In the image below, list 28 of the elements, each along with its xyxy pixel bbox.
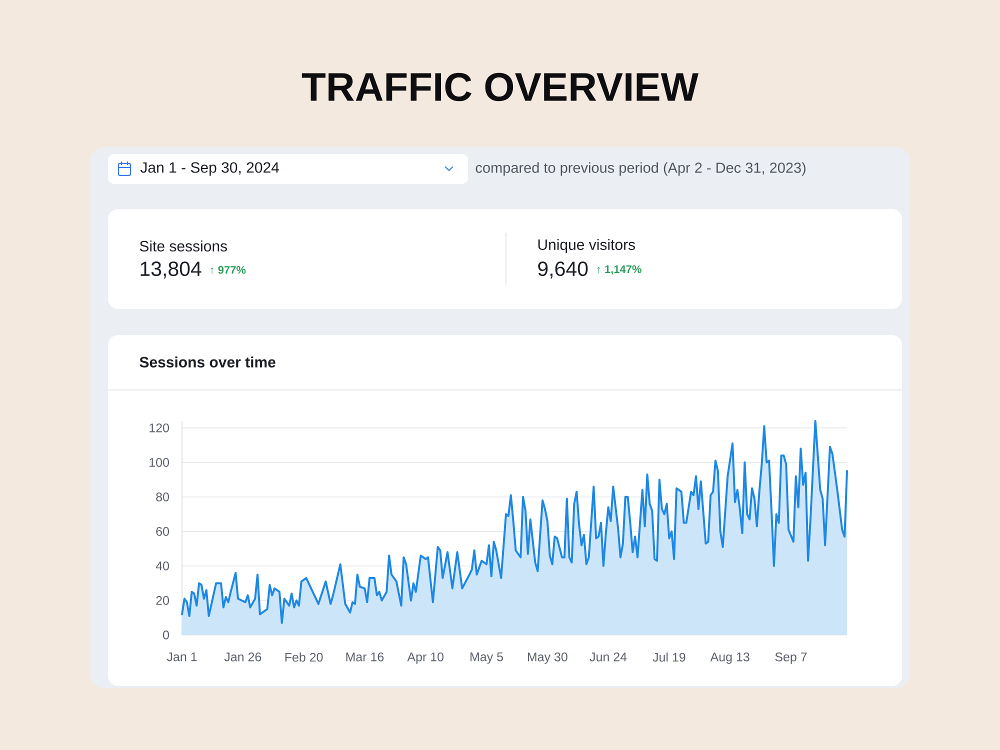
x-tick-label: Sep 7 [775, 652, 807, 664]
text: compared to previous period (Apr 2 - Dec 31, 2023) [476, 162, 806, 176]
y-tick-label: 120 [150, 423, 169, 432]
x-tick-label: Mar 16 [346, 652, 384, 662]
text: TRAFFIC OVERVIEW [302, 72, 699, 102]
text: 13,804 [140, 262, 202, 278]
x-tick-label: May 30 [528, 652, 568, 664]
x-tick-label: Aug 13 [710, 652, 750, 664]
y-tick-label: 0 [163, 630, 170, 640]
x-tick-label: Jul 19 [652, 652, 686, 662]
text: ↑ 1,147% [597, 265, 642, 275]
text: Jan 1 - Sep 30, 2024 [140, 162, 280, 176]
x-tick-label: May 5 [470, 652, 503, 664]
y-tick-label: 60 [156, 527, 170, 536]
y-tick-label: 100 [150, 458, 169, 467]
y-tick-label: 40 [156, 562, 170, 570]
text: 9,640 [538, 262, 588, 278]
y-tick-label: 20 [156, 596, 170, 605]
x-tick-label: Jan 26 [224, 652, 262, 662]
x-tick-label: Jan 1 [166, 652, 197, 662]
x-tick-label: Jun 24 [590, 652, 627, 662]
x-tick-label: Feb 20 [285, 652, 323, 662]
y-tick-label: 80 [156, 492, 170, 502]
text: Site sessions [140, 240, 228, 252]
chart-title: Sessions over time [140, 356, 276, 368]
x-tick-label: Apr 10 [407, 652, 444, 664]
text: ↑ 977% [210, 266, 246, 274]
text: Unique visitors [538, 238, 635, 253]
